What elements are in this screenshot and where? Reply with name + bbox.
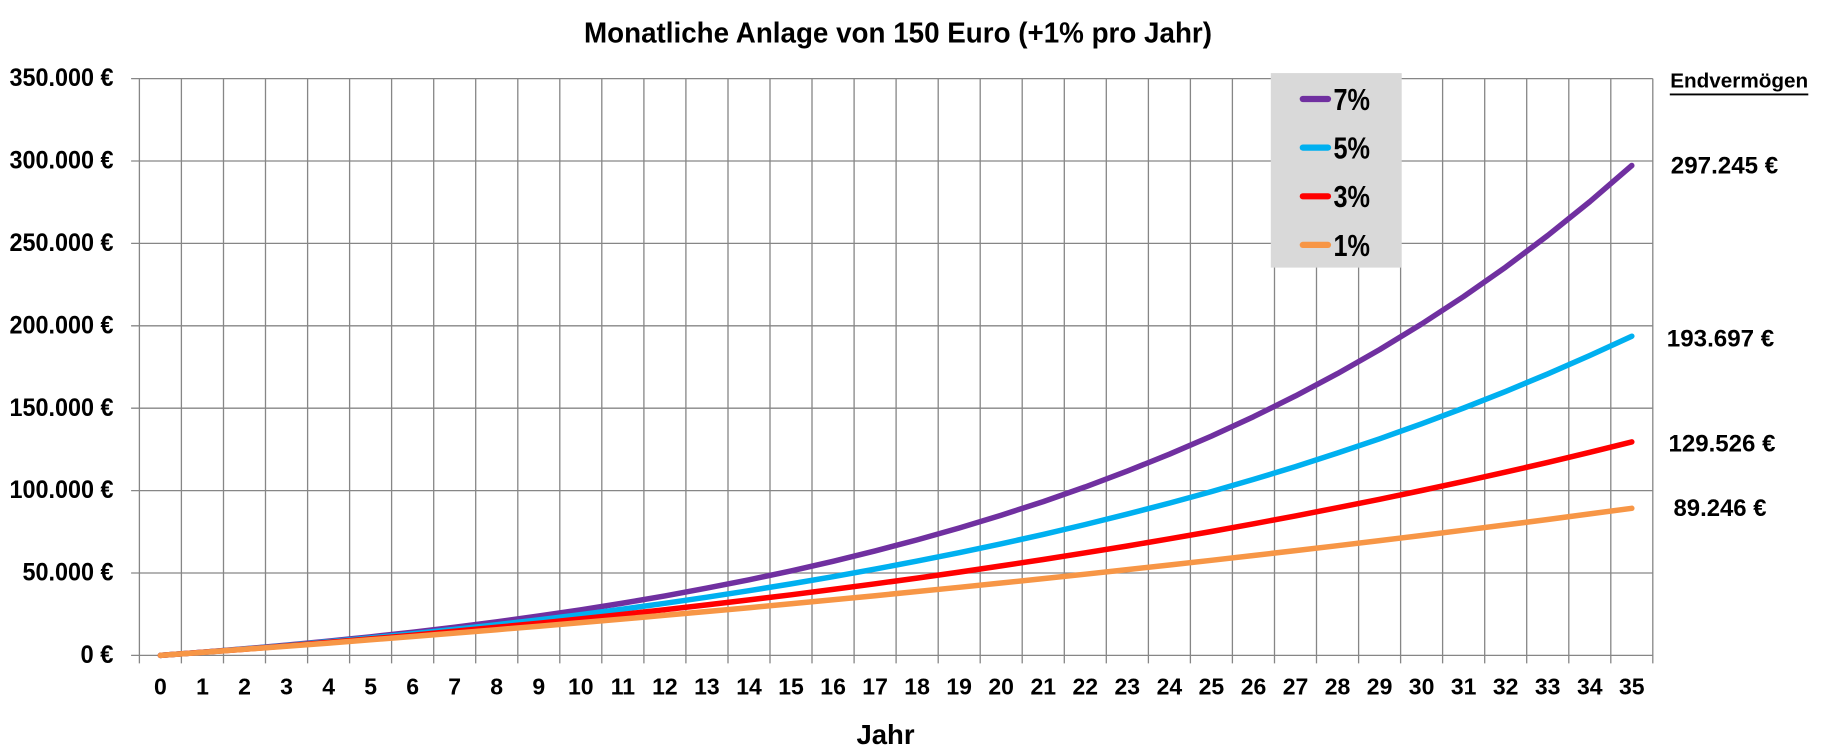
svg-text:1%: 1%	[1334, 228, 1371, 263]
svg-text:193.697 €: 193.697 €	[1667, 325, 1775, 352]
svg-text:150.000 €: 150.000 €	[10, 394, 114, 422]
svg-text:7: 7	[448, 674, 461, 700]
svg-text:32: 32	[1493, 674, 1519, 700]
svg-text:Monatliche Anlage von 150 Euro: Monatliche Anlage von 150 Euro (+1% pro …	[584, 17, 1212, 49]
svg-text:13: 13	[694, 674, 720, 700]
svg-text:30: 30	[1409, 674, 1435, 700]
svg-text:12: 12	[652, 674, 678, 700]
svg-text:200.000 €: 200.000 €	[10, 311, 114, 339]
svg-text:10: 10	[568, 674, 594, 700]
svg-text:1: 1	[196, 674, 209, 700]
svg-text:15: 15	[778, 674, 804, 700]
svg-text:28: 28	[1325, 674, 1351, 700]
svg-text:17: 17	[862, 674, 888, 700]
svg-text:5: 5	[364, 674, 377, 700]
svg-text:Endvermögen: Endvermögen	[1670, 70, 1808, 93]
svg-text:8: 8	[490, 674, 503, 700]
svg-text:129.526 €: 129.526 €	[1669, 430, 1776, 457]
svg-text:19: 19	[946, 674, 972, 700]
svg-text:20: 20	[988, 674, 1014, 700]
svg-text:250.000 €: 250.000 €	[10, 229, 114, 257]
svg-text:100.000 €: 100.000 €	[10, 476, 114, 504]
svg-text:Jahr: Jahr	[856, 719, 914, 750]
svg-text:23: 23	[1115, 674, 1141, 700]
svg-text:4: 4	[322, 674, 335, 700]
svg-text:50.000 €: 50.000 €	[23, 559, 114, 587]
svg-text:18: 18	[904, 674, 930, 700]
svg-text:11: 11	[611, 674, 636, 700]
svg-text:21: 21	[1031, 674, 1057, 700]
svg-text:7%: 7%	[1334, 82, 1371, 117]
svg-text:16: 16	[820, 674, 846, 700]
svg-text:33: 33	[1535, 674, 1561, 700]
svg-text:27: 27	[1283, 674, 1309, 700]
svg-text:22: 22	[1073, 674, 1099, 700]
svg-text:35: 35	[1619, 674, 1645, 700]
svg-text:3: 3	[280, 674, 293, 700]
svg-text:26: 26	[1241, 674, 1267, 700]
svg-text:0 €: 0 €	[81, 641, 114, 669]
svg-text:5%: 5%	[1334, 131, 1371, 166]
svg-text:0: 0	[154, 674, 167, 700]
svg-text:6: 6	[406, 674, 419, 700]
svg-text:2: 2	[238, 674, 251, 700]
svg-text:25: 25	[1199, 674, 1225, 700]
svg-text:350.000 €: 350.000 €	[10, 64, 114, 92]
svg-text:300.000 €: 300.000 €	[10, 147, 114, 175]
svg-text:31: 31	[1451, 674, 1477, 700]
svg-text:14: 14	[736, 674, 762, 700]
svg-text:297.245 €: 297.245 €	[1671, 153, 1779, 180]
svg-text:9: 9	[532, 674, 545, 700]
svg-text:89.246 €: 89.246 €	[1674, 495, 1767, 522]
svg-text:34: 34	[1577, 674, 1603, 700]
svg-text:3%: 3%	[1334, 179, 1371, 214]
svg-text:24: 24	[1157, 674, 1183, 700]
svg-text:29: 29	[1367, 674, 1393, 700]
